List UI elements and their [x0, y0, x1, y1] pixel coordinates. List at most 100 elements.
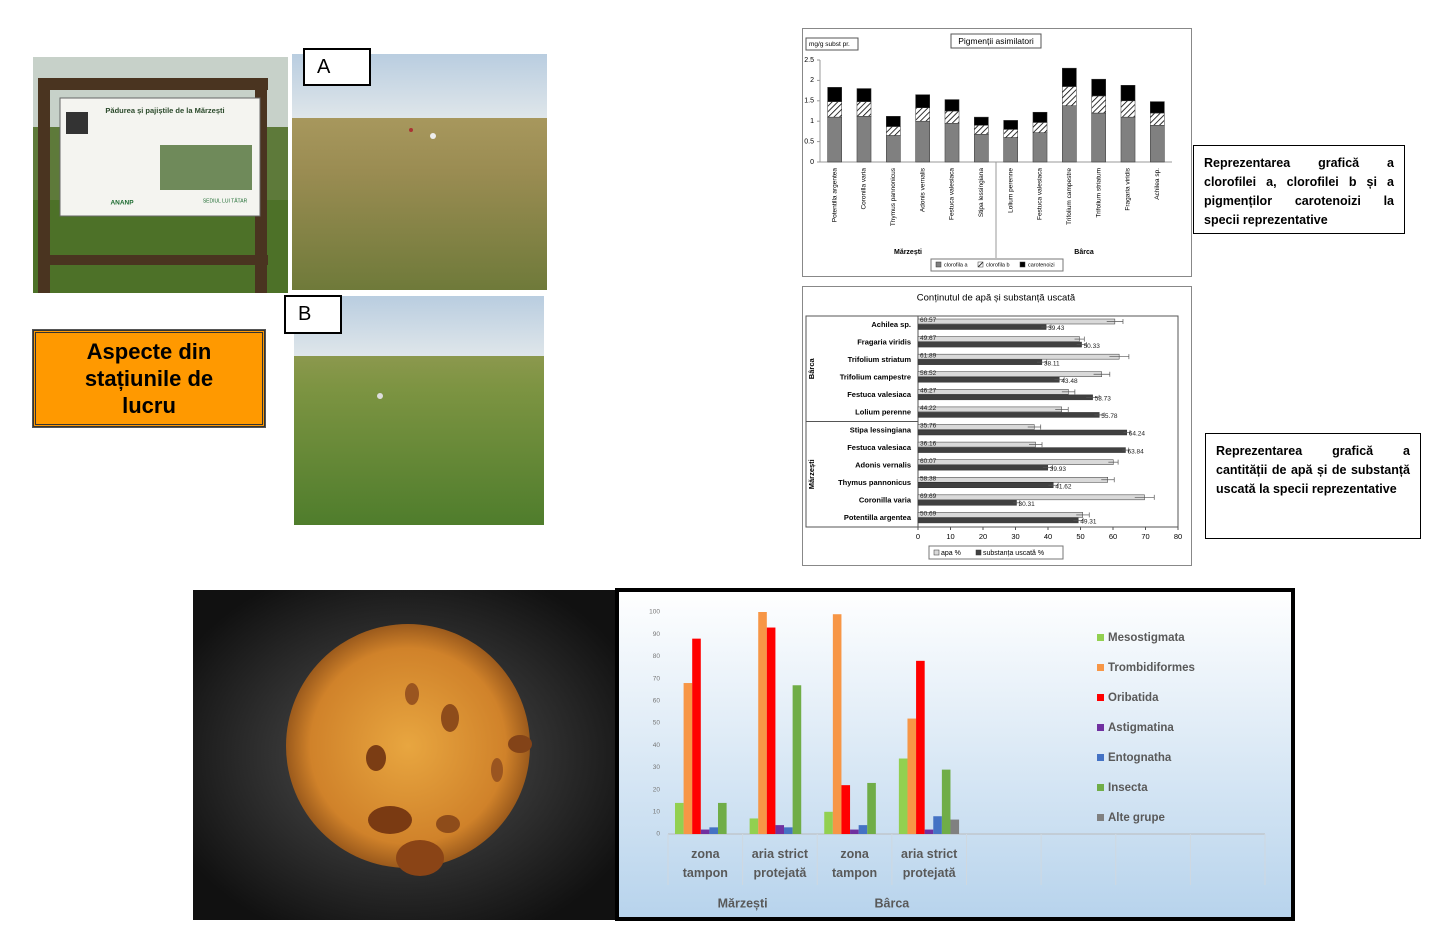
legend-label: carotenoizi	[1028, 262, 1055, 268]
legend-label: Insecta	[1108, 782, 1148, 794]
legend-label: apa %	[941, 550, 961, 557]
x-tick-label: 0	[916, 532, 920, 541]
data-label: 30.31	[1019, 501, 1036, 508]
photo-b	[294, 296, 544, 525]
data-label: 49.67	[920, 335, 937, 342]
bar	[683, 683, 693, 834]
bar	[917, 482, 1054, 488]
bar	[858, 825, 868, 834]
y-tick-label: 1	[810, 118, 814, 125]
x-tick-label: 30	[1011, 532, 1019, 541]
legend-label: Alte grupe	[1108, 812, 1165, 824]
bar	[917, 394, 1093, 401]
data-label: 64.24	[1129, 431, 1146, 438]
y-tick-label: Coronilla varia	[859, 496, 912, 505]
legend-swatch	[1097, 694, 1104, 701]
y-tick-label: 40	[653, 742, 661, 749]
legend-label: substanța uscată %	[983, 550, 1044, 557]
y-tick-label: 90	[653, 631, 661, 638]
y-tick-label: Trifolium striatum	[848, 355, 912, 364]
data-label: 50.33	[1084, 343, 1101, 350]
bar-segment	[827, 87, 842, 102]
x-tick-label: Thymus pannonicus	[890, 167, 897, 226]
legend-swatch	[933, 549, 940, 556]
x-tick-label: Potentilla argentea	[831, 168, 838, 223]
data-label: 35.76	[920, 423, 937, 430]
y-tick-label: Trifolium campestre	[840, 373, 911, 382]
bar-segment	[1150, 101, 1165, 114]
x-tick-label: Festuca valesiaca	[949, 168, 956, 220]
legend-label: Entognatha	[1108, 752, 1172, 764]
photo-label: A	[303, 48, 371, 86]
y-tick-label: 80	[653, 653, 661, 660]
x-tick-label: 80	[1174, 532, 1182, 541]
data-label: 61.89	[920, 352, 937, 359]
data-label: 60.07	[920, 458, 937, 465]
x-tick-label: 60	[1109, 532, 1117, 541]
y-tick-label: 0	[656, 831, 660, 838]
bar	[749, 818, 759, 834]
bar	[792, 685, 802, 834]
bar	[917, 353, 1120, 360]
legend-label: clorofila a	[944, 262, 968, 268]
bar-segment	[1003, 137, 1018, 163]
bar-segment	[1120, 116, 1136, 163]
bar	[758, 612, 767, 834]
bar-segment	[1032, 111, 1048, 123]
bar-segment	[827, 116, 842, 163]
bar-segment	[915, 107, 930, 122]
x-tick-label: Lolium perenne	[1007, 168, 1014, 213]
legend-swatch	[975, 549, 982, 556]
bar	[917, 318, 1116, 325]
sign-title: Pădurea și pajiștile de la Mărzești	[105, 106, 224, 115]
bar	[917, 412, 1100, 418]
x-tick-label: Trifolium striatum	[1095, 168, 1102, 218]
legend-swatch	[935, 261, 942, 268]
y-tick-label: 60	[653, 698, 661, 705]
bar-segment	[1091, 112, 1106, 163]
y-tick-label: 10	[653, 809, 661, 816]
bar	[898, 758, 908, 834]
bar-segment	[1003, 129, 1018, 138]
data-label: 49.31	[1080, 519, 1097, 526]
photo-a	[292, 54, 547, 290]
bar	[709, 827, 718, 834]
bar-segment	[944, 110, 960, 124]
x-tick-label: Adonis vernalis	[919, 167, 926, 212]
title-box: Aspecte din stațiunile de lucru	[33, 330, 265, 427]
y-tick-label: Festuca valesiaca	[847, 443, 912, 452]
data-label: 46.27	[920, 388, 937, 395]
y-tick-label: 50	[653, 720, 661, 727]
data-label: 43.48	[1061, 378, 1078, 385]
bar	[917, 494, 1145, 501]
data-label: 69.69	[920, 493, 937, 500]
bar-segment	[856, 101, 872, 117]
bar-segment	[1150, 112, 1165, 126]
x-tick-label: Coronilla varia	[861, 168, 868, 210]
y-tick-label: Stipa lessingiana	[850, 425, 912, 434]
bar-segment	[1003, 120, 1018, 130]
y-tick-label: Potentilla argentea	[844, 513, 912, 522]
bar-segment	[1120, 85, 1136, 102]
group-label: Bârca	[1074, 249, 1094, 256]
y-tick-label: 2.5	[804, 57, 814, 64]
bar-segment	[1032, 122, 1048, 133]
y-tick-label: Lolium perenne	[855, 408, 911, 417]
group-label: Mărzești	[894, 249, 922, 256]
bar	[700, 829, 710, 834]
legend-swatch	[1097, 634, 1104, 641]
x-tick-label: 10	[946, 532, 954, 541]
y-label-box	[805, 37, 859, 51]
photo-microscope	[193, 590, 615, 920]
bar-segment	[915, 94, 930, 108]
bar	[917, 500, 1017, 506]
data-label: 60.57	[920, 317, 937, 324]
y-tick-label: 2	[810, 77, 814, 84]
group-label: Bârca	[875, 896, 911, 910]
y-tick-label: 1.5	[804, 98, 814, 105]
data-label: 55.78	[1101, 413, 1118, 420]
y-tick-label: Achilea sp.	[871, 320, 911, 329]
bar-segment	[1062, 105, 1077, 163]
legend-label: clorofila b	[986, 262, 1010, 268]
legend-label: Astigmatina	[1108, 722, 1174, 734]
